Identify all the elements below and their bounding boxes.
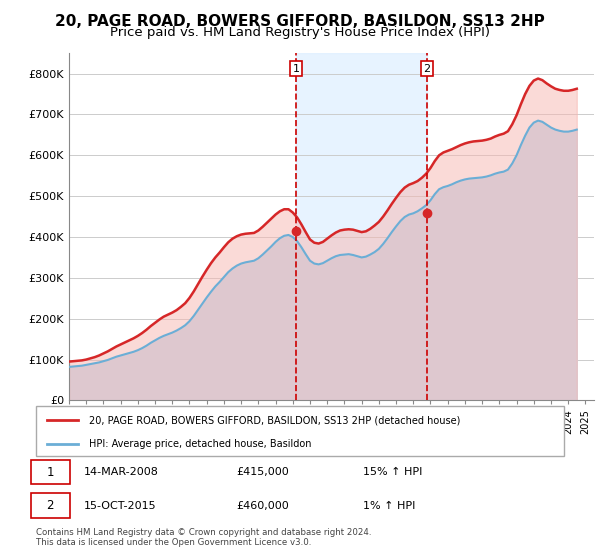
Text: 14-MAR-2008: 14-MAR-2008 [83,467,158,477]
Text: £415,000: £415,000 [236,467,289,477]
Text: 1: 1 [47,465,54,479]
FancyBboxPatch shape [31,460,70,484]
Text: Price paid vs. HM Land Registry's House Price Index (HPI): Price paid vs. HM Land Registry's House … [110,26,490,39]
Text: Contains HM Land Registry data © Crown copyright and database right 2024.
This d: Contains HM Land Registry data © Crown c… [36,528,371,547]
Text: HPI: Average price, detached house, Basildon: HPI: Average price, detached house, Basi… [89,439,311,449]
FancyBboxPatch shape [36,406,564,456]
Text: 20, PAGE ROAD, BOWERS GIFFORD, BASILDON, SS13 2HP: 20, PAGE ROAD, BOWERS GIFFORD, BASILDON,… [55,14,545,29]
Text: 20, PAGE ROAD, BOWERS GIFFORD, BASILDON, SS13 2HP (detached house): 20, PAGE ROAD, BOWERS GIFFORD, BASILDON,… [89,415,460,425]
Text: 2: 2 [47,499,54,512]
Text: £460,000: £460,000 [236,501,289,511]
FancyBboxPatch shape [31,493,70,518]
Text: 15-OCT-2015: 15-OCT-2015 [83,501,156,511]
Bar [296,53,427,400]
Text: 15% ↑ HPI: 15% ↑ HPI [364,467,423,477]
Text: 1: 1 [293,64,300,73]
Text: 2: 2 [424,64,431,73]
Text: 1% ↑ HPI: 1% ↑ HPI [364,501,416,511]
